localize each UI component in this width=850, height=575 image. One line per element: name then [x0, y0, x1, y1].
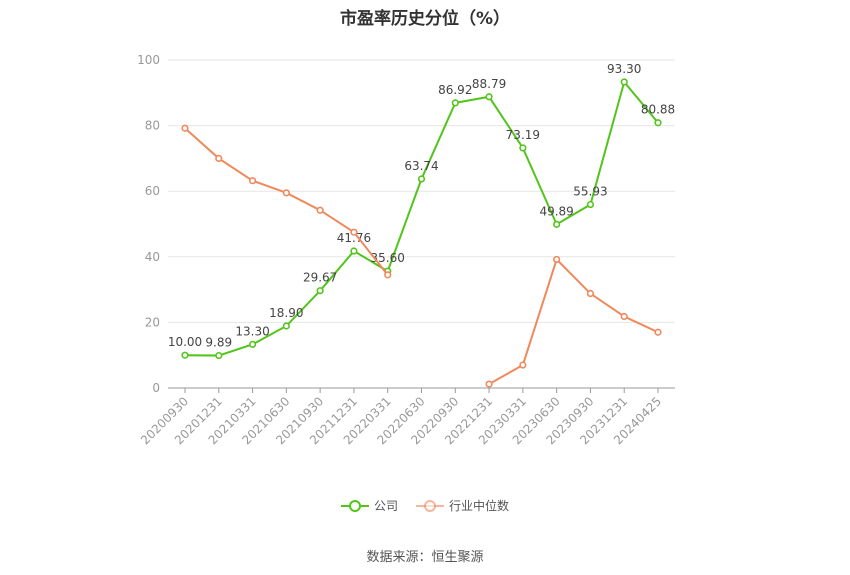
series-line-company: [184, 79, 659, 357]
data-point-industry: [282, 189, 290, 197]
legend: 公司 行业中位数: [0, 497, 850, 514]
data-point-industry: [248, 177, 257, 185]
source-note: 数据来源：恒生聚源: [366, 550, 484, 565]
legend-swatch-company-icon: [340, 499, 369, 512]
data-point-industry: [316, 206, 324, 214]
data-label: 29.67: [303, 271, 337, 285]
data-point-industry: [215, 154, 223, 162]
y-tick-label: 40: [145, 250, 160, 264]
legend-item-company[interactable]: 公司: [340, 497, 398, 514]
data-point-company: [417, 175, 426, 183]
data-point-company: [654, 119, 662, 127]
data-label: 18.90: [269, 306, 303, 320]
data-point-company: [282, 322, 290, 330]
data-point-company: [451, 99, 459, 107]
data-point-company: [316, 287, 324, 295]
data-label: 13.30: [235, 324, 269, 338]
y-tick-label: 60: [145, 184, 160, 198]
data-point-industry: [181, 124, 189, 132]
data-point-company: [215, 351, 223, 360]
data-point-company: [181, 351, 189, 359]
data-point-industry: [384, 271, 392, 279]
data-label: 86.92: [438, 83, 472, 97]
data-label: 93.30: [607, 62, 641, 76]
data-point-company: [350, 247, 358, 255]
y-tick-label: 80: [145, 119, 160, 133]
data-label: 35.60: [371, 251, 405, 265]
legend-item-industry[interactable]: 行业中位数: [416, 497, 509, 514]
data-label: 73.19: [506, 128, 540, 142]
series-line-industry: [488, 257, 659, 385]
y-tick-label: 100: [137, 53, 160, 67]
data-point-company: [519, 144, 527, 152]
data-point-industry: [654, 328, 662, 336]
legend-label-company: 公司: [373, 499, 398, 513]
data-point-industry: [350, 228, 358, 236]
data-label: 9.89: [205, 336, 232, 350]
data-point-company: [553, 220, 561, 228]
data-label: 88.79: [472, 77, 506, 91]
data-point-industry: [553, 255, 561, 264]
legend-label-industry: 行业中位数: [449, 499, 510, 513]
data-point-industry: [620, 312, 628, 321]
data-label: 10.00: [168, 335, 202, 349]
data-label: 55.93: [573, 185, 607, 199]
data-point-industry: [485, 380, 493, 388]
legend-swatch-industry-icon: [416, 499, 444, 512]
data-label: 49.89: [539, 204, 573, 218]
data-label: 80.88: [641, 103, 675, 117]
data-label: 63.74: [404, 159, 438, 173]
chart-title: 市盈率历史分位（%）: [339, 9, 511, 29]
data-point-company: [620, 78, 628, 86]
y-tick-label: 0: [152, 381, 160, 395]
y-tick-label: 20: [145, 315, 160, 329]
data-point-company: [248, 340, 257, 348]
data-point-company: [586, 200, 595, 209]
data-point-company: [485, 93, 493, 101]
data-point-industry: [519, 361, 527, 369]
data-point-industry: [586, 289, 595, 298]
